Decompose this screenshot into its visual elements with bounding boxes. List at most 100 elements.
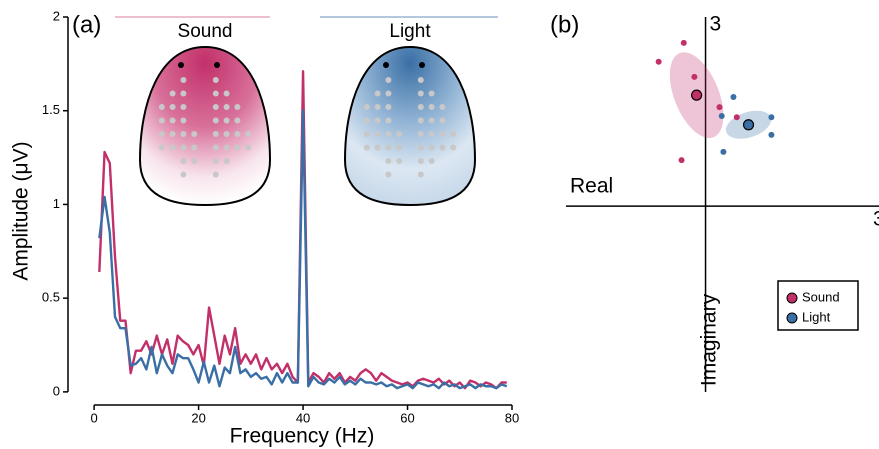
electrode <box>450 144 457 151</box>
electrode <box>374 104 381 110</box>
electrode <box>417 104 424 110</box>
point <box>768 114 775 121</box>
x-tick-label: 80 <box>505 410 519 425</box>
electrode <box>234 117 241 124</box>
head-light <box>343 45 477 207</box>
electrode <box>169 131 176 137</box>
electrode <box>428 131 435 137</box>
electrode <box>417 90 424 97</box>
electrode <box>180 77 187 83</box>
x-tick-label: 3 <box>873 208 879 231</box>
electrode <box>439 144 446 151</box>
electrode <box>212 90 219 97</box>
y-tick-label: 0.5 <box>42 290 60 305</box>
electrode <box>363 104 370 110</box>
electrode <box>417 158 424 164</box>
point <box>716 104 723 111</box>
electrode <box>245 144 252 151</box>
head-sound <box>138 45 272 207</box>
legend-swatch <box>786 292 798 304</box>
electrode <box>385 77 392 83</box>
x-tick-label: 0 <box>91 410 98 425</box>
electrode <box>439 117 446 124</box>
electrode <box>180 144 187 151</box>
electrode <box>223 158 230 164</box>
electrode <box>363 131 370 137</box>
electrode <box>417 117 424 124</box>
electrode <box>191 131 198 137</box>
electrode <box>428 117 435 124</box>
electrode <box>158 131 165 137</box>
electrode <box>417 131 424 137</box>
electrode <box>417 144 424 151</box>
y-tick-label: 1.5 <box>42 102 60 117</box>
electrode <box>180 158 187 164</box>
electrode <box>169 90 176 97</box>
electrode <box>212 104 219 110</box>
electrode <box>363 144 370 151</box>
mean-point <box>742 119 755 131</box>
legend-label: Sound <box>802 289 840 304</box>
electrode <box>234 131 241 137</box>
electrode <box>212 77 219 83</box>
electrode <box>234 144 241 151</box>
electrode <box>158 117 165 124</box>
electrode <box>374 90 381 97</box>
x-tick-label: 40 <box>296 410 310 425</box>
electrode <box>385 144 392 151</box>
point <box>678 157 685 164</box>
mean-point <box>691 89 703 101</box>
electrode <box>180 131 187 137</box>
y-tick-label: 1 <box>53 196 60 211</box>
electrode <box>212 171 219 178</box>
electrode <box>180 90 187 97</box>
y-axis-label: Imaginary <box>698 293 721 386</box>
electrodes <box>158 62 457 178</box>
electrode <box>385 131 392 137</box>
electrode <box>396 131 403 137</box>
electrode <box>158 144 165 151</box>
electrode <box>450 131 457 137</box>
y-tick-label: 3 <box>710 13 722 36</box>
electrode <box>234 104 241 110</box>
electrode <box>439 131 446 137</box>
y-axis-label: Amplitude (μV) <box>10 141 33 280</box>
legend-label: Light <box>802 309 831 324</box>
panel-label: (b) <box>550 11 579 38</box>
electrode <box>223 144 230 151</box>
electrode <box>212 131 219 137</box>
electrode <box>428 104 435 110</box>
electrode-ref <box>214 62 220 68</box>
electrode <box>374 131 381 137</box>
electrode <box>223 131 230 137</box>
panel-label: (a) <box>72 11 101 38</box>
electrode-ref <box>383 62 389 68</box>
series-line <box>98 70 507 390</box>
x-axis-label: Real <box>570 175 613 198</box>
electrode <box>374 144 381 151</box>
head-title: Light <box>389 21 431 42</box>
electrode <box>385 104 392 110</box>
electrode <box>385 171 392 178</box>
electrode <box>417 171 424 178</box>
electrode <box>169 104 176 110</box>
x-axis-label: Frequency (Hz) <box>230 425 375 448</box>
electrode <box>374 117 381 124</box>
electrode <box>417 77 424 83</box>
electrode <box>169 144 176 151</box>
electrode <box>191 144 198 151</box>
electrode <box>223 117 230 124</box>
electrode <box>169 117 176 124</box>
point <box>691 73 698 80</box>
x-tick-label: 60 <box>400 410 414 425</box>
electrode <box>158 104 165 110</box>
point <box>730 94 737 101</box>
electrode <box>396 144 403 151</box>
point <box>733 114 740 121</box>
electrode <box>180 117 187 124</box>
electrode <box>385 117 392 124</box>
electrode <box>428 158 435 164</box>
electrode <box>428 144 435 151</box>
electrode <box>212 117 219 124</box>
